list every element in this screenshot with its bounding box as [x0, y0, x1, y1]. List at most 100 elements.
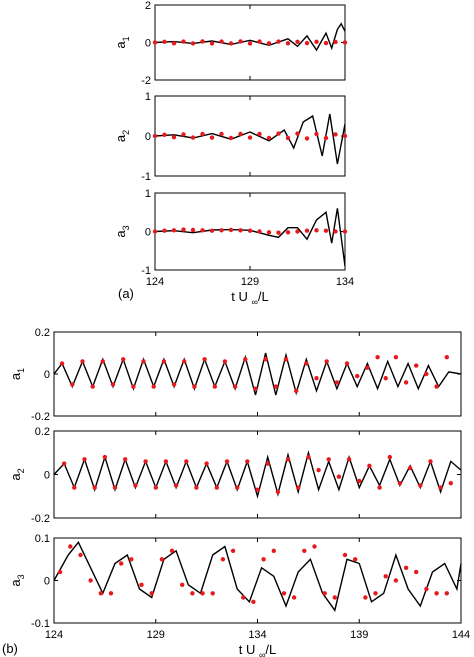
panel-b-subplot-3-ytick-label: -0.1	[31, 618, 50, 630]
panel-b-subplot-3-model-point	[68, 544, 73, 549]
panel-b-subplot-1-model-point	[80, 359, 85, 364]
panel-a-subplot-3-model-point	[162, 228, 167, 233]
panel-b-subplot-2-model-point	[61, 461, 67, 466]
panel-a-subplot-2-model-point	[228, 135, 234, 141]
panel-a-subplot-1-reference-line	[154, 22, 346, 52]
panel-b-xtick-label: 139	[350, 629, 368, 641]
panel-a-subplot-2-model-point	[323, 135, 329, 141]
panel-b-subplot-2-model-point	[336, 474, 342, 479]
panel-b-subplot-3-model-point	[393, 578, 399, 583]
panel-b-subplot-3-model-point	[363, 595, 368, 600]
panel-a-subplot-3-model-point	[304, 228, 310, 233]
panel-b-subplot-2-ylabel: a2	[8, 468, 26, 480]
panel-b-subplot-1-model-point	[151, 384, 156, 389]
panel-b-subplot-1-model-point	[171, 382, 177, 387]
panel-b-subplot-2-model-point	[407, 465, 413, 471]
panel-a-subplot-3-ytick-label: 1	[145, 188, 151, 200]
panel-b-subplot-3-ylabel: a3	[8, 574, 26, 586]
panel-b-subplot-2-model-point	[326, 457, 331, 462]
panel-b-subplot-2-model-point	[92, 485, 97, 490]
panel-a-subplot-1-model-point	[152, 40, 158, 45]
panel-b-subplot-2-model-point	[428, 459, 433, 464]
panel-a-subplot-3-model-point	[152, 229, 158, 234]
panel-b-subplot-2-ytick-label: 0	[44, 470, 50, 482]
panel-a-subplot-1-ytick-label: -2	[141, 75, 151, 87]
panel-b-subplot-2-ytick-label: 0.2	[35, 426, 50, 438]
panel-b-subplot-3-model-point	[98, 591, 104, 596]
panel-a-subplot-1-model-point	[190, 41, 196, 46]
panel-b-subplot-3-model-point	[210, 591, 215, 596]
panel-b-subplot-1-ytick-label: 0.2	[35, 327, 50, 339]
panel-b-subplot-2-model-point	[143, 459, 148, 464]
panel-a-subplot-1-model-point	[295, 39, 300, 44]
panel-a-subplot-2-model-point	[257, 131, 262, 137]
panel-a-subplot-2-model-point	[181, 132, 186, 137]
panel-b-subplot-2-model-point	[387, 454, 392, 460]
panel-b-subplot-1-model-point	[90, 384, 95, 389]
panel-b-subplot-3-model-point	[434, 591, 439, 596]
panel-b-subplot-3-reference-line	[53, 540, 462, 612]
panel-b-subplot-3-model-point	[241, 595, 246, 600]
panel-b-subplot-2-model-point	[275, 489, 281, 495]
panel-a-subplot-3-ylabel: a3	[113, 225, 131, 237]
panel-b-subplot-3-model-point	[129, 557, 134, 562]
panel-b-subplot-2-model-point	[102, 454, 108, 460]
panel-b-subplot-2-model-point	[112, 485, 118, 490]
panel-a-subplot-3-model-point	[323, 228, 329, 233]
panel-b-subplot-1-model-point	[324, 359, 329, 364]
panel-a-xtick-label: 129	[241, 276, 259, 288]
panel-b-subplot-1-model-point	[304, 361, 309, 366]
panel-b-subplot-3-model-point	[373, 591, 378, 596]
panel-b-subplot-1-model-point	[355, 373, 360, 379]
panel-a-subplot-3-model-point	[257, 229, 262, 234]
panel-b-subplot-3-model-point	[271, 548, 276, 553]
panel-a-subplot-2-model-point	[152, 133, 158, 139]
panel-b-subplot-1-model-point	[283, 357, 289, 362]
panel-b-subplot-3-model-point	[159, 557, 165, 562]
panel-b-subplot-3-model-point	[119, 561, 124, 566]
panel-a-subplot-2-model-point	[295, 131, 300, 136]
panel-b-subplot-3-model-point	[302, 548, 307, 553]
panel-b-subplot-1-model-point	[253, 386, 258, 391]
panel-b-subplot-3-model-point	[261, 557, 266, 562]
panel-b-subplot-1-model-point	[403, 380, 409, 385]
panel-b-subplot-2-ytick-label: -0.2	[31, 513, 50, 525]
panel-b-xlabel: t U ∞/L	[239, 642, 277, 657]
panel-b-subplot-3-model-point	[444, 591, 449, 596]
panel-b-subplot-1-model-point	[212, 384, 217, 389]
panel-b-subplot-1-model-point	[314, 376, 319, 381]
panel-b-subplot-3-ytick-label: 0.1	[35, 533, 50, 545]
panel-b-subplot-1-model-point	[70, 382, 75, 387]
panel-a-subplot-3-model-point	[342, 229, 348, 234]
panel-b-subplot-1-model-point	[375, 355, 380, 360]
panel-a-subplot-1-model-point	[171, 41, 177, 46]
panel-b-xtick-label: 129	[147, 629, 165, 641]
panel-b-subplot-2-model-point	[82, 457, 87, 462]
panel-b-subplot-2-model-point	[184, 459, 189, 464]
panel-a-subplot-2-model-point	[200, 131, 205, 137]
panel-b-subplot-2-model-point	[245, 459, 250, 464]
panel-b-subplot-2-model-point	[72, 485, 77, 490]
panel-b-subplot-1-model-point	[222, 359, 228, 364]
panel-b-subplot-3-model-point	[322, 591, 327, 596]
panel-b-subplot-3-model-point	[230, 548, 236, 553]
panel-b-subplot-1-model-point	[294, 388, 299, 393]
panel-a-subplot-1-model-point	[238, 39, 243, 44]
panel-a-subplot-2-model-point	[209, 135, 215, 140]
panel-b-subplot-2-model-point	[346, 457, 352, 462]
panel-b-subplot-1-model-point	[365, 365, 370, 370]
panel-a-subplot-1-model-point	[162, 39, 167, 44]
panel-a-subplot-2-reference-line	[154, 113, 346, 165]
panel-a-subplot-3-model-point	[238, 228, 243, 233]
panel-a-subplot-1-model-point	[200, 39, 205, 44]
panel-a-xtick-label: 134	[336, 276, 354, 288]
panel-b-subplot-3-model-point	[403, 565, 409, 570]
panel-a-subplot-2-model-point	[342, 133, 348, 139]
panel-b-subplot-3-model-point	[383, 574, 388, 579]
panel-b-subplot-2-model-point	[235, 485, 240, 490]
panel-b-subplot-3-model-point	[220, 557, 226, 562]
panel-b-subplot-2-model-point	[204, 461, 209, 466]
panel-a-subplot-3-reference-line	[154, 208, 346, 267]
panel-a-subplot-3-ytick-label: 0	[145, 227, 151, 239]
panel-a-subplot-2-ytick-label: 1	[145, 91, 151, 103]
